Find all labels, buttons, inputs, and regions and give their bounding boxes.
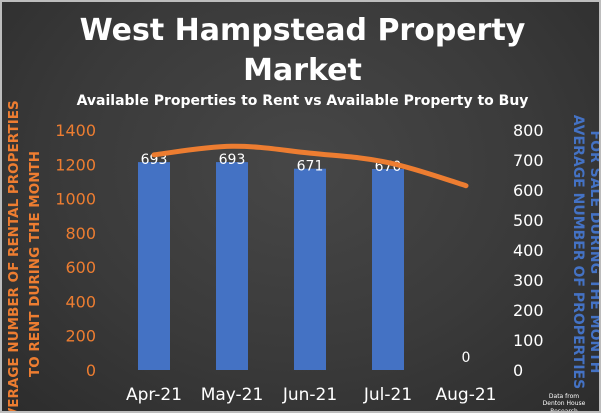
left-axis-tick-label: 200 [65, 327, 96, 346]
right-axis-title-line: AVERAGE NUMBER OF PROPERTIES [570, 115, 586, 389]
left-axis-tick-label: 1400 [55, 121, 96, 140]
x-axis-tick-label: May-21 [201, 385, 264, 405]
x-axis-tick-label: Jun-21 [282, 385, 337, 405]
x-axis-tick-label: Aug-21 [436, 385, 497, 405]
left-axis-title-line: AVERAGE NUMBER OF RENTAL PROPERTIES [6, 100, 22, 413]
left-axis-tick-label: 600 [65, 258, 96, 277]
chart-subtitle: Available Properties to Rent vs Availabl… [76, 93, 529, 109]
x-axis-tick-label: Jul-21 [363, 385, 412, 405]
right-axis-tick-label: 400 [513, 241, 544, 260]
bar [216, 162, 248, 370]
left-axis-tick-label: 400 [65, 292, 96, 311]
right-axis-title-line: FOR SALE DURING THE MONTH [587, 131, 601, 374]
left-axis-tick-label: 1000 [55, 190, 96, 209]
right-axis-tick-label: 500 [513, 211, 544, 230]
chart-title-line2: Market [243, 53, 362, 88]
x-axis: Apr-21 May-21 Jun-21 Jul-21 Aug-21 [126, 385, 497, 405]
bar [138, 162, 170, 370]
left-axis-tick-label: 1200 [55, 155, 96, 174]
bar [372, 169, 404, 370]
source-note-line1: Data from [548, 393, 580, 400]
left-axis: 0 200 400 600 800 1000 1200 1400 [55, 121, 96, 380]
bar-data-label: 693 [219, 152, 246, 168]
bar-data-label: 0 [462, 350, 471, 366]
left-axis-title-line: TO RENT DURING THE MONTH [27, 151, 43, 377]
right-axis: 0 100 200 300 400 500 600 700 800 [513, 121, 544, 380]
right-axis-tick-label: 600 [513, 181, 544, 200]
right-axis-tick-label: 0 [513, 361, 523, 380]
bar [294, 168, 326, 370]
line-series [151, 143, 469, 189]
left-axis-tick-label: 800 [65, 224, 96, 243]
right-axis-tick-label: 700 [513, 151, 544, 170]
right-axis-tick-label: 800 [513, 121, 544, 140]
axis-titles: AVERAGE NUMBER OF RENTAL PROPERTIES TO RE… [6, 100, 601, 413]
source-note-line2: Denton House Research [542, 400, 586, 413]
right-axis-tick-label: 300 [513, 271, 544, 290]
bar-data-label: 671 [297, 159, 324, 175]
right-axis-tick-label: 200 [513, 301, 544, 320]
left-axis-tick-label: 0 [86, 361, 96, 380]
rent-line [151, 143, 469, 189]
bar-series [138, 162, 404, 370]
chart-title-line1: West Hampstead Property [79, 13, 526, 48]
right-axis-tick-label: 100 [513, 331, 544, 350]
x-axis-tick-label: Apr-21 [126, 385, 182, 405]
